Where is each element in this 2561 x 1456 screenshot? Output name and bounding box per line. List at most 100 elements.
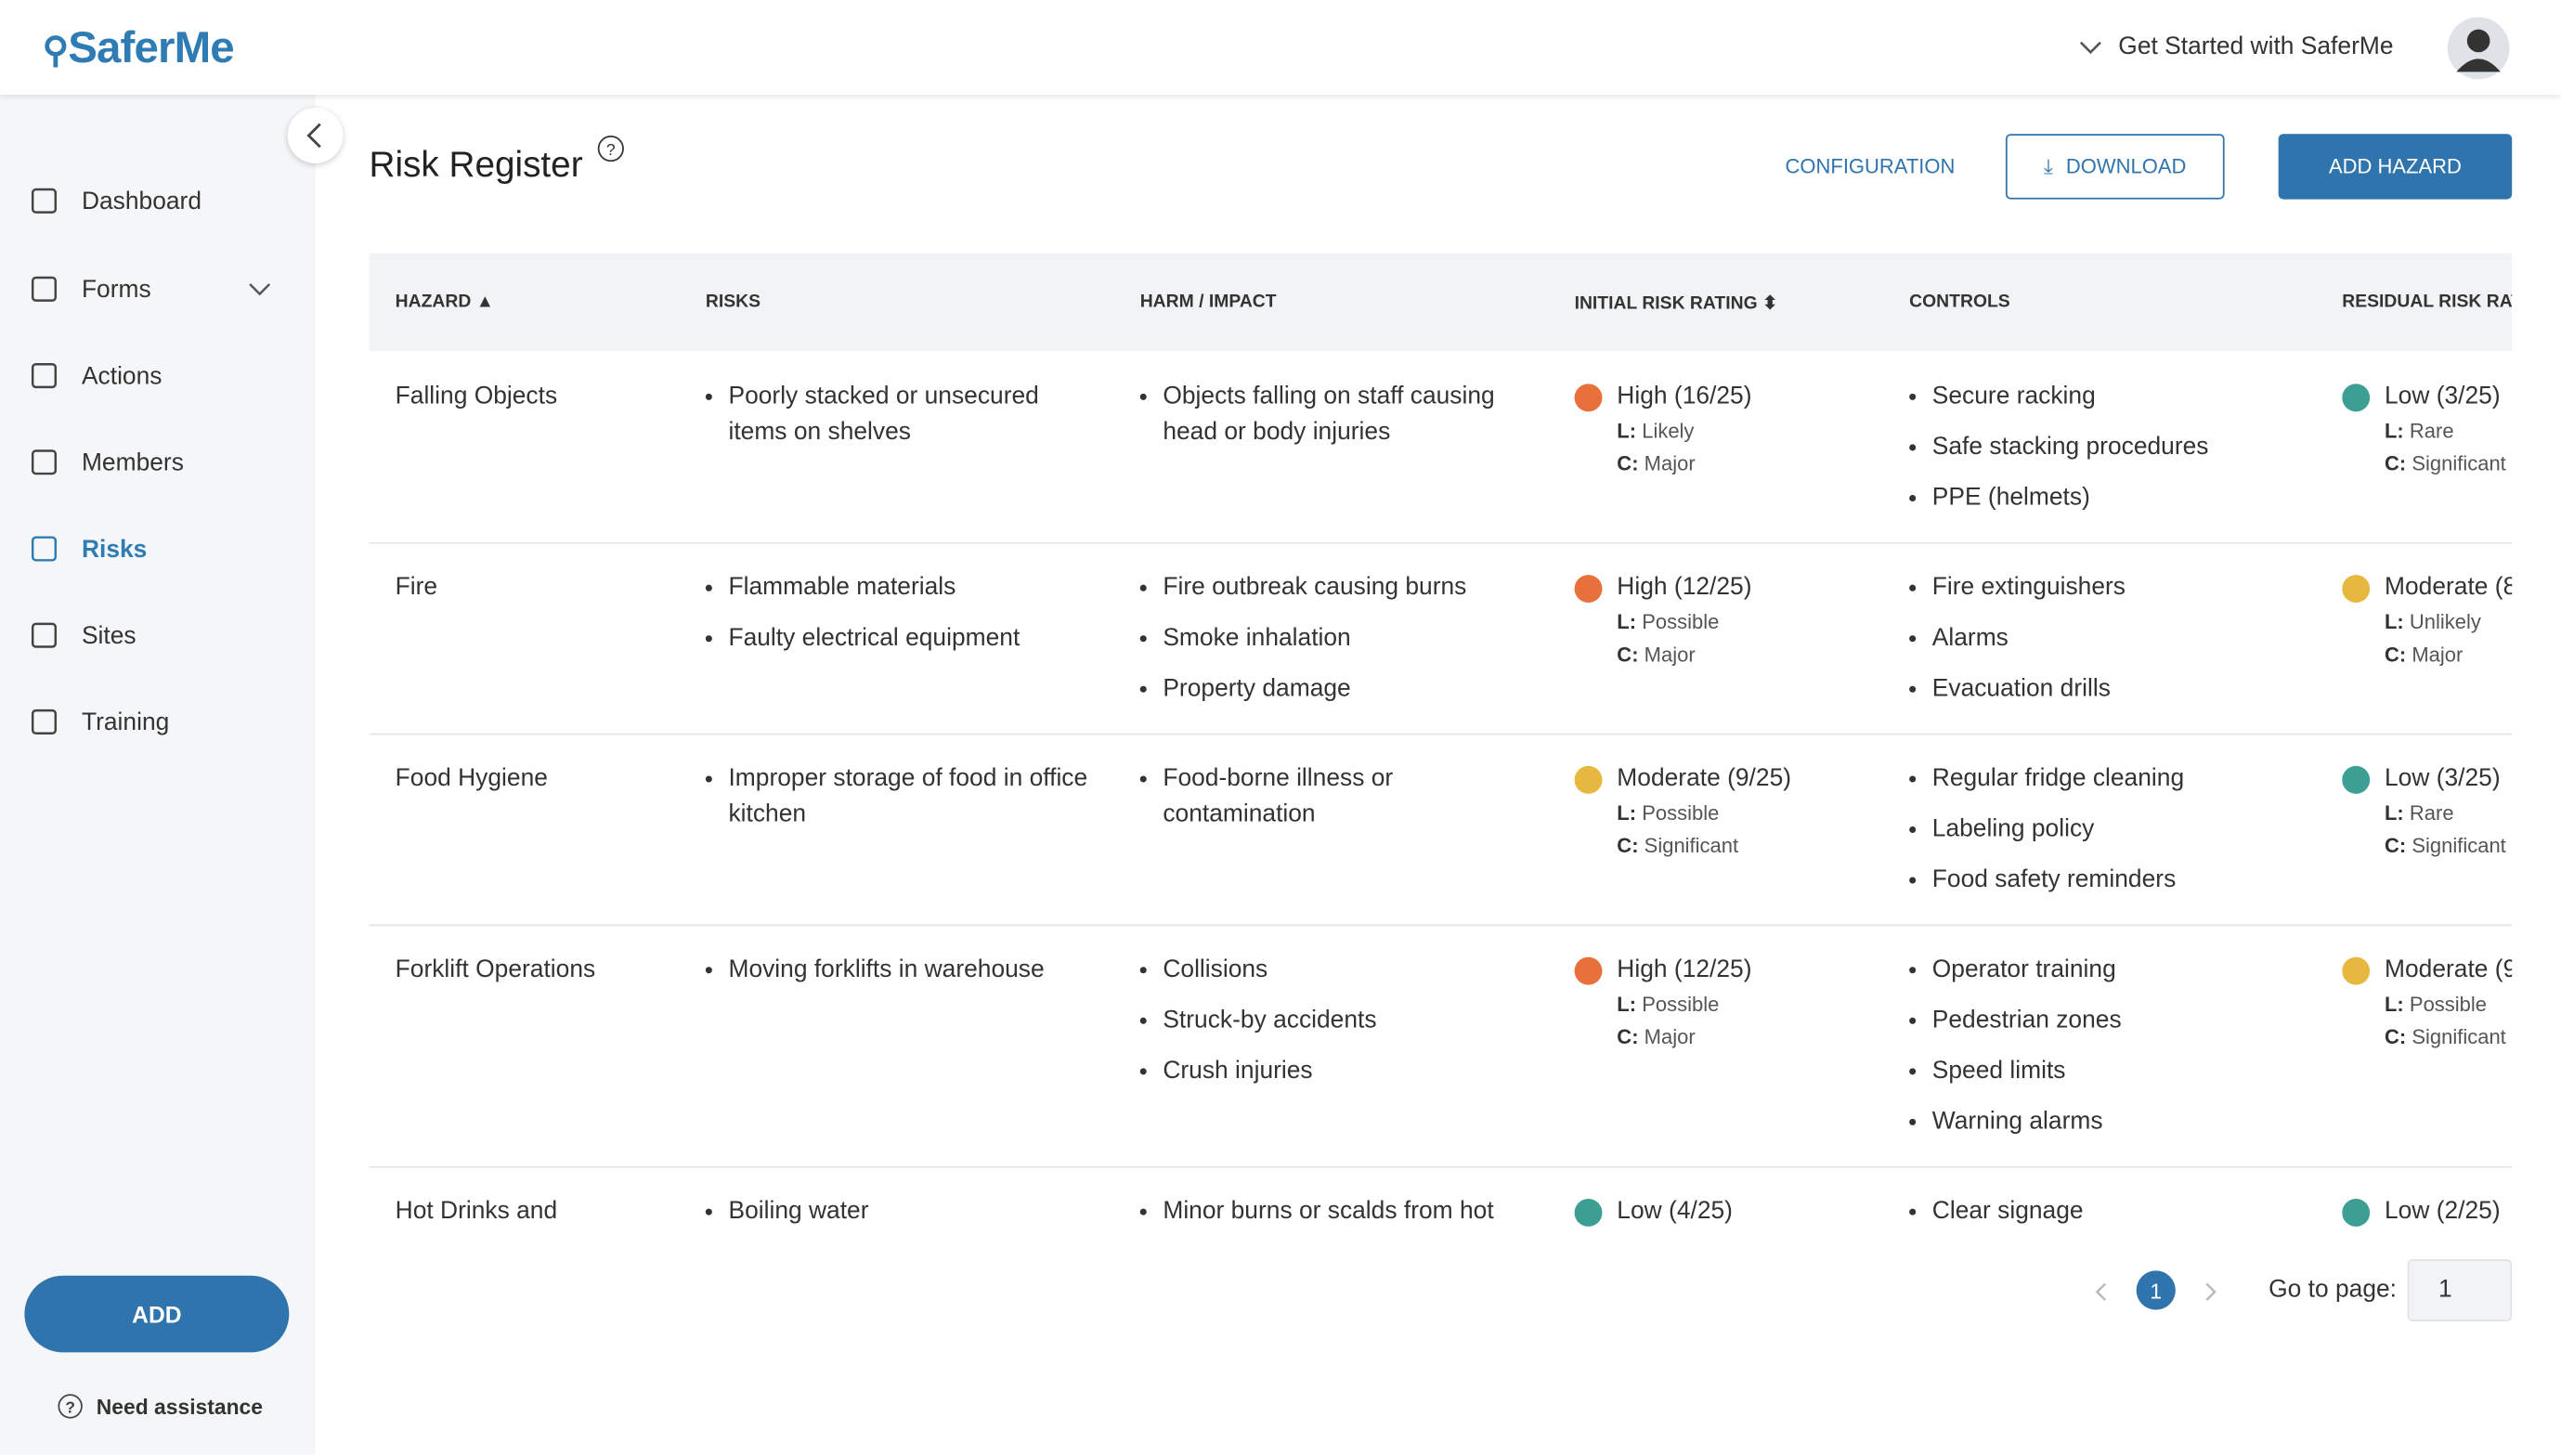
consequence-value: Significant: [2412, 834, 2506, 858]
likelihood-value: Possible: [1642, 610, 1720, 634]
table-cell: Low (4/25): [1574, 1194, 1885, 1230]
table-row[interactable]: Fire Flammable materials Faulty electrical…: [369, 542, 2513, 735]
table-row[interactable]: Falling Objects Poorly stacked or unsecur…: [369, 351, 2513, 544]
page-input[interactable]: 1: [2407, 1259, 2513, 1321]
current-page[interactable]: 1: [2136, 1270, 2176, 1310]
nav-icon: [31, 276, 58, 302]
help-icon: ?: [58, 1394, 83, 1419]
nav-item[interactable]: Forms: [30, 274, 272, 304]
table-cell: Poorly stacked or unsecured items on she…: [705, 379, 1098, 465]
rating-text: Low (4/25): [1617, 1197, 1733, 1226]
expand-chevron[interactable]: [246, 281, 272, 298]
download-button[interactable]: ⤓ DOWNLOAD: [2005, 134, 2225, 200]
risk-rating: Low (2/25): [2342, 1194, 2512, 1230]
logo-text: SaferMe: [68, 22, 234, 72]
table-cell: Fire: [396, 570, 690, 606]
column-header: RISKS: [705, 292, 760, 312]
nav-label: Training: [81, 708, 170, 736]
list-item: Warning alarms: [1909, 1104, 2318, 1140]
assistance[interactable]: ? Need assistance: [58, 1393, 263, 1419]
consequence: C: Significant: [1617, 830, 1884, 863]
likelihood: L: Unlikely: [2385, 606, 2512, 639]
table-cell: Low (3/25) L: Rare C: Significant: [2342, 379, 2512, 480]
avatar[interactable]: [2447, 17, 2511, 81]
consequence-value: Major: [1644, 644, 1696, 667]
nav-item[interactable]: Dashboard: [30, 187, 202, 216]
logo-pin: ⚲: [42, 29, 69, 71]
table-cell: Moderate (9 L: Possible C: Significant: [2342, 952, 2512, 1053]
nav-item[interactable]: Members: [30, 448, 184, 477]
consequence-value: Major: [1644, 1025, 1696, 1049]
rating-dot: [1574, 765, 1603, 794]
list-item: Fire outbreak causing burns: [1139, 570, 1516, 606]
download-icon: ⤓: [2044, 154, 2053, 177]
list-item: Safe stacking procedures: [1909, 430, 2318, 466]
risk-table: HAZARD ▲ RISKS HARM / IMPACT INITIAL RISK R…: [369, 253, 2513, 1250]
table-row[interactable]: Forklift Operations Moving forklifts in w…: [369, 925, 2513, 1168]
table-cell: Fire outbreak causing burns Smoke inhalat…: [1139, 570, 1516, 722]
nav-label: Members: [81, 448, 184, 476]
rating-dot: [1574, 575, 1603, 604]
list-item: PPE (helmets): [1909, 480, 2318, 516]
hazard-name: Food Hygiene: [395, 764, 548, 793]
list-item: Flammable materials: [705, 570, 1098, 606]
table-cell: Hot Drinks and: [396, 1194, 690, 1230]
get-started[interactable]: Get Started with SaferMe: [2118, 32, 2394, 61]
consequence: C: Significant: [2385, 448, 2512, 480]
nav-item[interactable]: Training: [30, 708, 170, 737]
table-header: HAZARD ▲ RISKS HARM / IMPACT INITIAL RISK R…: [369, 253, 2513, 352]
consequence-label: C:: [2384, 834, 2407, 858]
dropdown-chevron: [2079, 41, 2101, 55]
add-hazard-button[interactable]: ADD HAZARD: [2278, 134, 2513, 200]
risk-rating: Moderate (9/25) L: Possible C: Significant: [1574, 761, 1885, 863]
configuration-button[interactable]: CONFIGURATION: [1785, 155, 1956, 178]
rating-text: Low (3/25): [2384, 382, 2501, 410]
prev-page[interactable]: [2090, 1280, 2113, 1304]
column-header: RESIDUAL RISK RAT: [2342, 292, 2513, 312]
likelihood-label: L:: [2384, 420, 2404, 443]
collapse-button[interactable]: [287, 108, 344, 163]
table-cell: High (12/25) L: Possible C: Major: [1574, 952, 1885, 1053]
nav-icon: [31, 188, 58, 214]
nav-item[interactable]: Sites: [30, 620, 136, 650]
nav-icon: [31, 708, 58, 734]
likelihood: L: Possible: [1617, 797, 1884, 829]
list-item: Smoke inhalation: [1139, 620, 1516, 656]
rating-text: Moderate (9/25): [1617, 764, 1792, 793]
rating-dot: [1574, 384, 1603, 412]
rating-text: Low (3/25): [2384, 764, 2501, 793]
likelihood-label: L:: [2384, 801, 2404, 826]
list-item: Secure racking: [1909, 379, 2318, 415]
consequence-label: C:: [1617, 834, 1639, 858]
next-page[interactable]: [2198, 1280, 2221, 1304]
nav-item[interactable]: Risks: [30, 534, 148, 564]
table-row[interactable]: Food Hygiene Improper storage of food in …: [369, 734, 2513, 927]
table-cell: Minor burns or scalds from hot: [1139, 1194, 1516, 1245]
nav-label: Actions: [81, 361, 162, 390]
nav-item[interactable]: Actions: [30, 361, 162, 391]
table-cell: Clear signage: [1909, 1194, 2318, 1245]
table-cell: Low (2/25): [2342, 1194, 2512, 1230]
likelihood: L: Possible: [2385, 988, 2512, 1020]
list-item: Boiling water: [705, 1194, 1098, 1230]
risk-rating: Low (3/25) L: Rare C: Significant: [2342, 379, 2512, 480]
list-item: Minor burns or scalds from hot: [1139, 1194, 1516, 1230]
rating-text: High (12/25): [1617, 955, 1752, 983]
consequence-value: Major: [2412, 644, 2464, 667]
risk-rating: High (12/25) L: Possible C: Major: [1574, 570, 1885, 671]
add-button[interactable]: ADD: [24, 1275, 290, 1353]
hazard-name: Forklift Operations: [395, 955, 596, 983]
nav-icon: [31, 449, 58, 475]
likelihood: L: Possible: [1617, 606, 1884, 639]
nav-label: Risks: [81, 535, 148, 563]
table-cell: Collisions Struck-by accidents Crush injur…: [1139, 952, 1516, 1104]
column-header[interactable]: INITIAL RISK RATING ⬍: [1574, 293, 1778, 314]
table-cell: Falling Objects: [396, 379, 690, 415]
nav-label: Sites: [81, 621, 136, 650]
column-header[interactable]: HAZARD ▲: [395, 292, 494, 312]
risk-rating: Low (4/25): [1574, 1194, 1885, 1230]
list-item: Moving forklifts in warehouse: [705, 952, 1098, 988]
table-row[interactable]: Hot Drinks and Boiling water Minor burns o…: [370, 1166, 2513, 1250]
logo[interactable]: ⚲SaferMe: [42, 22, 235, 74]
help-icon[interactable]: ?: [596, 134, 626, 163]
